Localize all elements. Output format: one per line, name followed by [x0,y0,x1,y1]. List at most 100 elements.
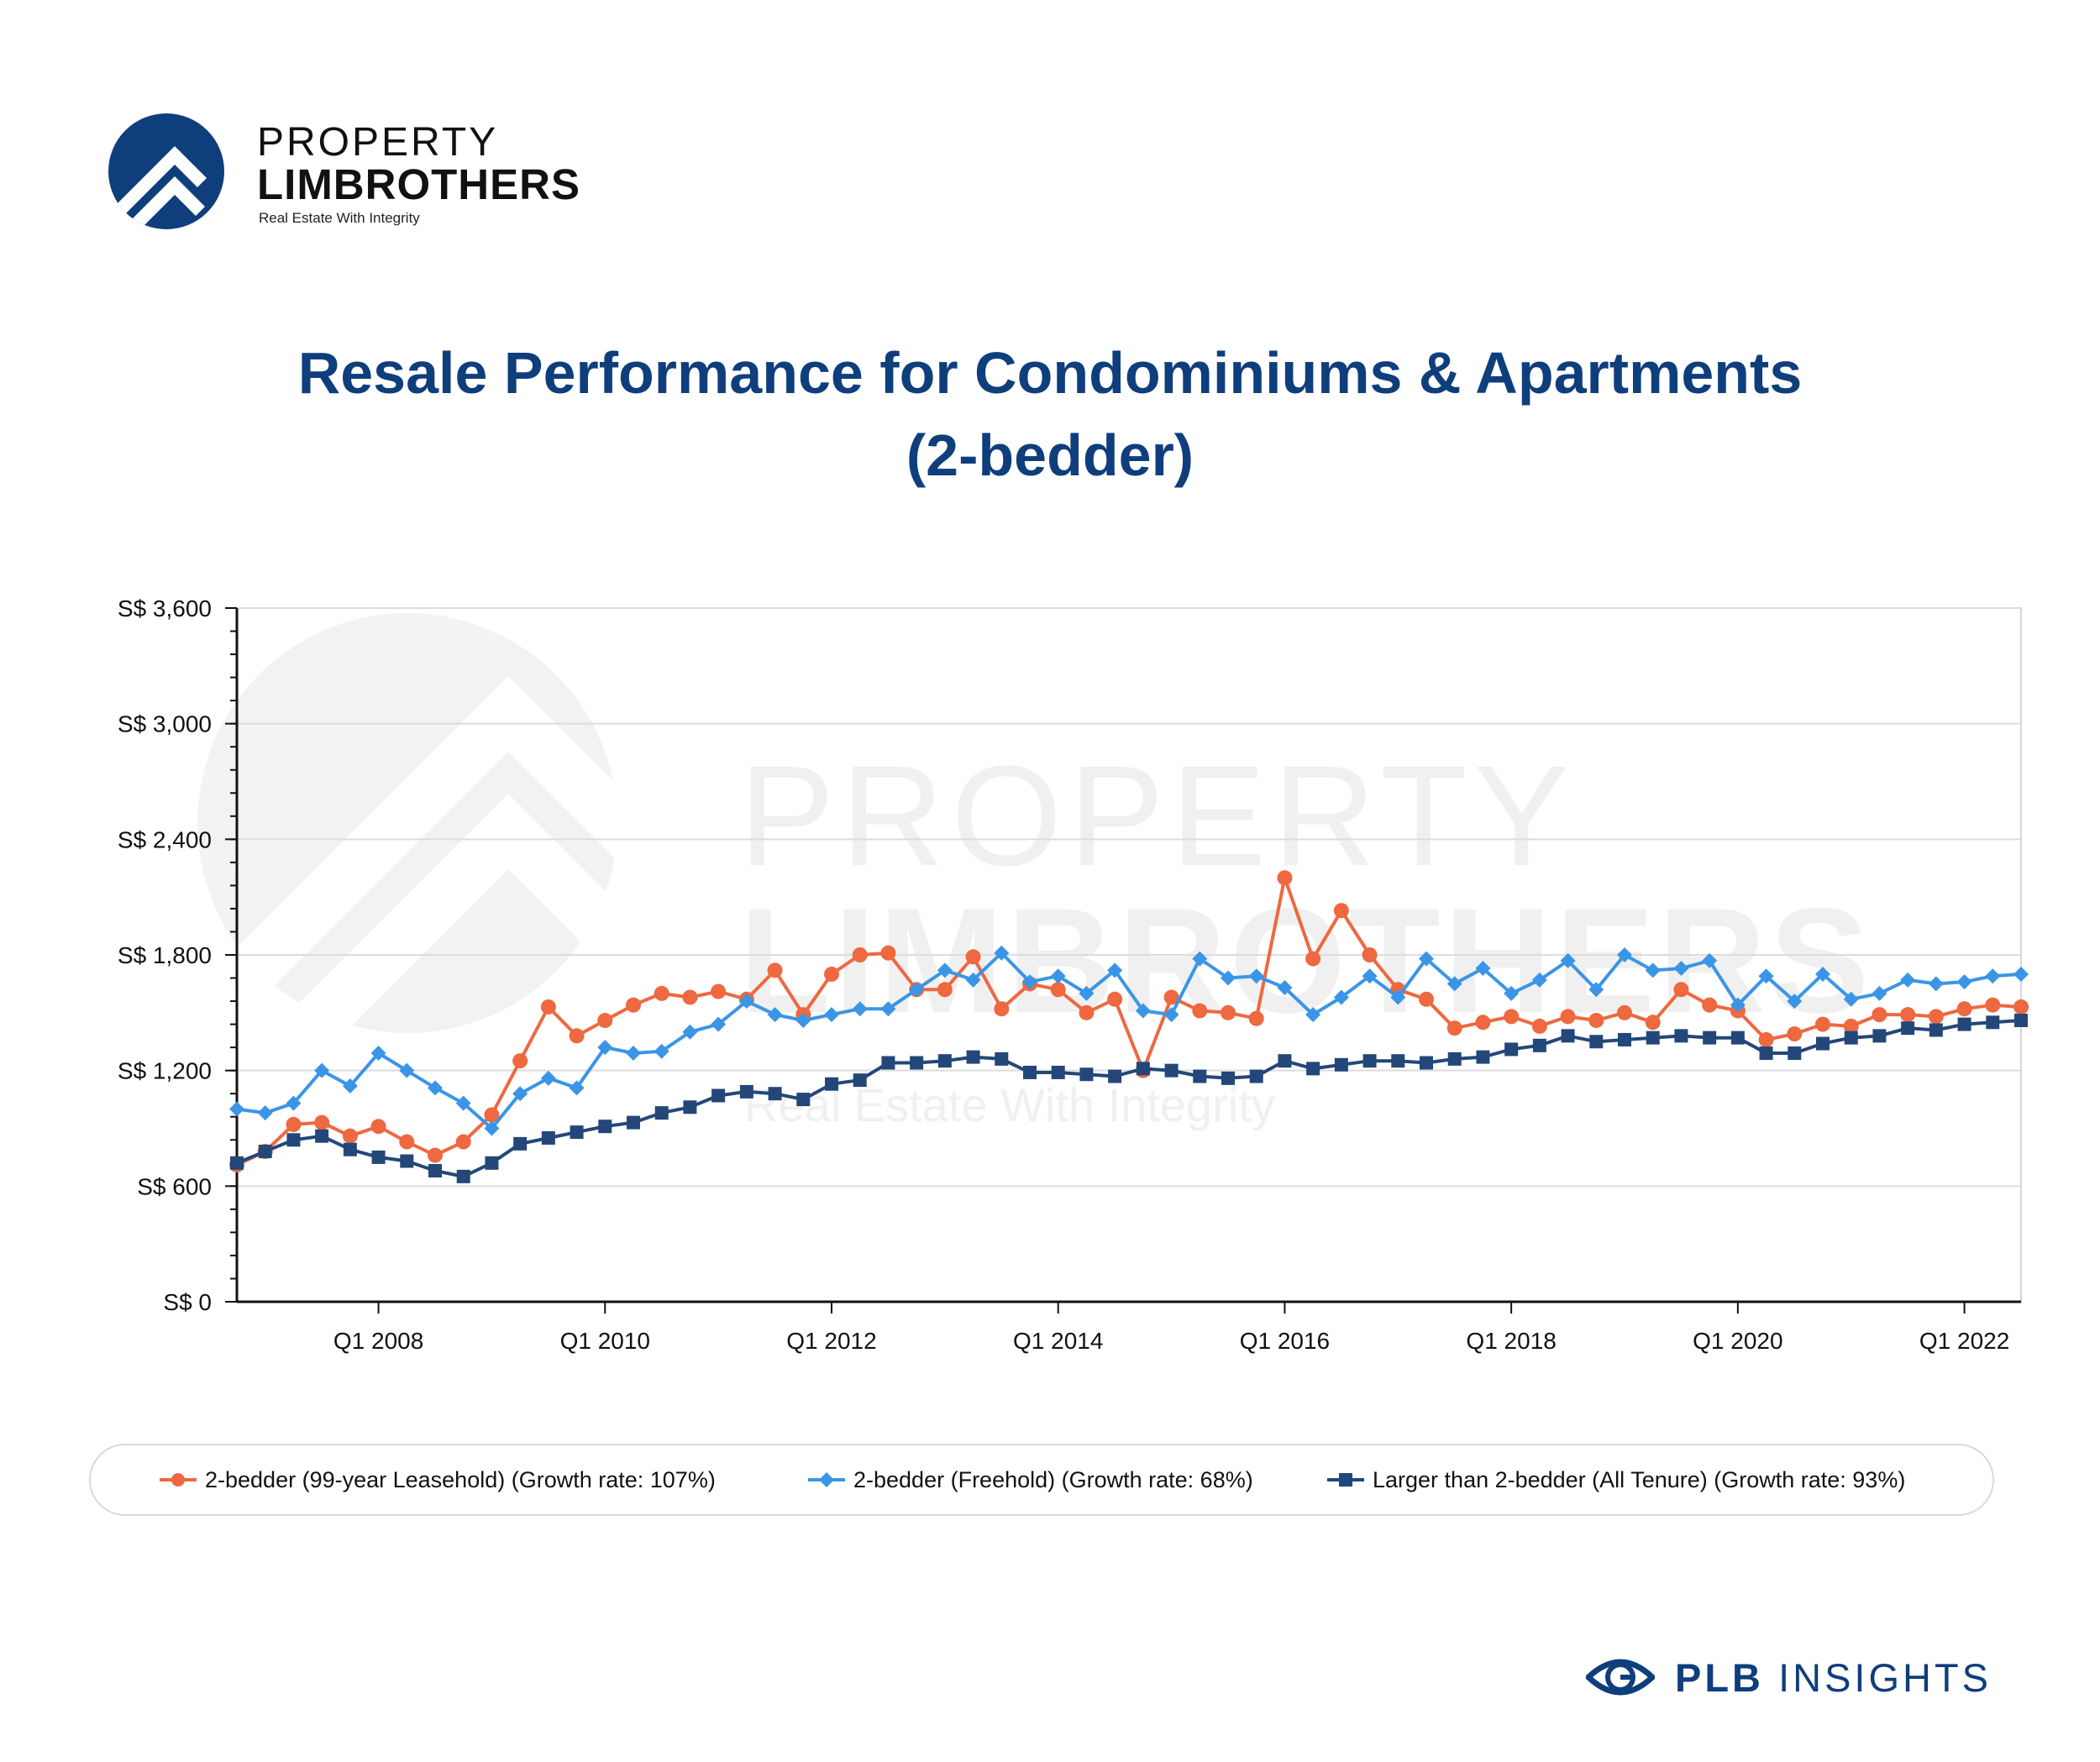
data-point-circle [569,1028,585,1044]
data-point-square [825,1077,838,1091]
data-point-diamond [1815,966,1830,982]
data-point-square [286,1133,301,1147]
x-tick-label: Q1 2016 [1240,1328,1330,1354]
footer-brand-bold: PLB [1675,1654,1764,1700]
data-point-diamond [370,1046,386,1062]
data-point-circle [1843,1018,1859,1034]
data-point-square [1391,1054,1405,1068]
data-point-circle [1702,997,1718,1013]
data-point-diamond [1928,976,1944,992]
data-point-circle [1956,1001,1972,1017]
data-point-square [796,1093,811,1107]
data-point-diamond [1872,985,1887,1001]
data-point-circle [1163,989,1179,1005]
chart-title-line1: Resale Performance for Condominiums & Ap… [297,340,1803,406]
data-point-square [1901,1021,1915,1036]
data-point-diamond [1758,968,1774,984]
data-point-diamond [428,1080,443,1096]
data-point-diamond [1333,989,1349,1005]
data-point-diamond [1645,962,1661,978]
data-point-circle [1588,1013,1604,1029]
data-point-diamond [994,945,1010,961]
data-point-circle [1531,1018,1547,1034]
data-point-circle [1673,982,1689,998]
chart-title: Resale Performance for Condominiums & Ap… [0,332,2100,496]
legend-item-larger: Larger than 2-bedder (All Tenure) (Growt… [1327,1445,1905,1514]
data-point-square [1646,1030,1660,1045]
data-point-diamond [1163,1007,1179,1023]
data-point-square [513,1136,528,1151]
data-point-circle [1504,1009,1520,1025]
data-point-diamond [880,1001,896,1017]
data-point-square [2014,1014,2028,1028]
data-point-diamond [1107,962,1123,978]
data-point-square [1447,1051,1462,1066]
data-point-circle [937,982,953,998]
data-point-square [1589,1035,1604,1049]
data-point-circle [1985,997,2001,1013]
data-point-diamond [1702,952,1718,968]
legend-item-freehold: 2-bedder (Freehold) (Growth rate: 68%) [808,1445,1253,1514]
data-point-circle [1758,1031,1774,1047]
data-point-square [881,1056,895,1070]
data-point-circle [455,1134,471,1150]
data-point-circle [1872,1007,1887,1023]
data-point-diamond [1985,968,2001,984]
x-tick-label: Q1 2022 [1919,1328,2009,1354]
data-point-square [258,1145,272,1159]
x-tick-label: Q1 2008 [333,1328,423,1354]
data-point-square [627,1115,640,1130]
data-point-circle [1787,1026,1803,1042]
data-point-diamond [626,1046,641,1062]
legend-item-leasehold: 2-bedder (99-year Leasehold) (Growth rat… [160,1445,716,1514]
data-point-diamond [1305,1007,1321,1023]
legend-label-larger: Larger than 2-bedder (All Tenure) (Growt… [1373,1466,1906,1492]
data-point-diamond [540,1070,556,1086]
data-point-square [739,1084,753,1099]
data-point-square [541,1130,555,1145]
footer-brand-rest: INSIGHTS [1778,1654,1992,1700]
data-point-square [1561,1029,1575,1043]
data-point-circle [626,997,641,1013]
data-point-diamond [1022,974,1037,990]
watermark-text-line2: LIMBROTHERS [739,877,1872,1044]
data-point-circle [370,1119,386,1135]
data-point-square [230,1156,244,1170]
watermark-text-line1: PROPERTY [739,737,1576,896]
data-point-square [1730,1030,1745,1045]
data-point-diamond [597,1040,613,1056]
y-tick-label: S$ 1,800 [118,942,212,968]
data-point-circle [2013,999,2029,1015]
data-point-diamond [569,1080,585,1096]
legend-label-freehold: 2-bedder (Freehold) (Growth rate: 68%) [853,1466,1253,1492]
data-point-diamond [1588,982,1604,998]
data-point-circle [1333,903,1349,919]
data-point-diamond [484,1120,500,1136]
data-point-circle [1419,991,1434,1007]
data-point-diamond [965,972,981,988]
y-tick-label: S$ 600 [137,1173,212,1199]
data-point-square [1816,1036,1830,1051]
data-point-diamond [852,1001,868,1017]
data-point-square [1164,1063,1179,1078]
data-point-diamond [1192,951,1208,967]
data-point-circle [852,947,868,962]
data-point-circle [1560,1009,1576,1025]
watermark-text-line3: Real Estate With Integrity [744,1078,1275,1131]
data-point-square [400,1154,414,1168]
data-point-circle [1305,951,1321,967]
eye-icon [1586,1659,1655,1696]
data-point-diamond [1248,968,1264,984]
data-point-square [1618,1032,1631,1046]
data-point-diamond [1475,961,1491,977]
data-point-square [1929,1023,1943,1037]
data-point-diamond [1560,952,1576,968]
watermark-logo-icon [197,613,655,1062]
y-tick-label: S$ 3,600 [118,595,212,621]
roof-chevrons-circle-icon [108,113,224,229]
data-point-diamond [286,1095,302,1111]
data-point-diamond [767,1007,783,1023]
chart-title-line2: (2-bedder) [906,422,1194,488]
data-point-diamond [1787,994,1803,1009]
